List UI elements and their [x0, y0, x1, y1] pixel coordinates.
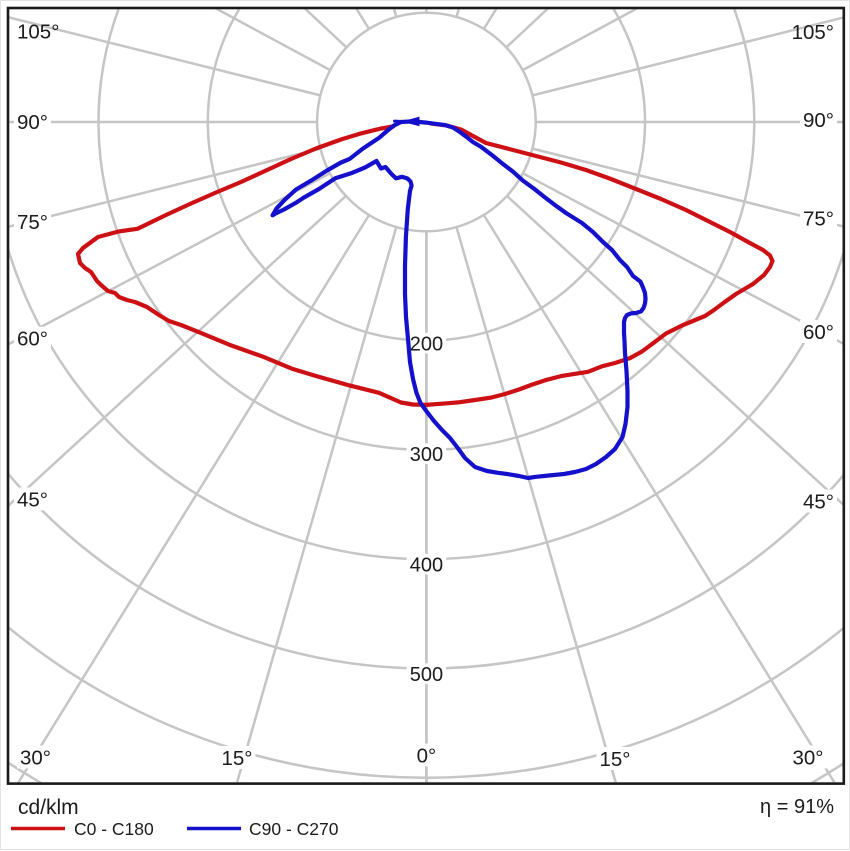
svg-text:200: 200	[410, 333, 443, 355]
svg-text:C90 - C270: C90 - C270	[249, 819, 339, 839]
svg-text:75°: 75°	[803, 208, 834, 231]
svg-text:15°: 15°	[599, 748, 630, 771]
svg-text:500: 500	[410, 664, 443, 686]
svg-text:105°: 105°	[792, 21, 834, 44]
svg-text:90°: 90°	[803, 109, 834, 132]
svg-text:C0 - C180: C0 - C180	[74, 819, 154, 839]
svg-text:75°: 75°	[17, 211, 48, 234]
svg-text:45°: 45°	[17, 489, 48, 512]
svg-text:90°: 90°	[17, 111, 48, 134]
svg-text:30°: 30°	[20, 747, 51, 770]
svg-text:η = 91%: η = 91%	[760, 796, 834, 818]
svg-text:300: 300	[410, 444, 443, 466]
svg-text:cd/klm: cd/klm	[18, 796, 79, 819]
svg-text:60°: 60°	[17, 328, 48, 351]
svg-text:400: 400	[410, 555, 443, 577]
svg-text:45°: 45°	[803, 491, 834, 514]
svg-text:30°: 30°	[792, 747, 823, 770]
svg-text:60°: 60°	[803, 321, 834, 344]
svg-text:0°: 0°	[417, 745, 437, 768]
svg-text:15°: 15°	[221, 747, 252, 770]
svg-text:105°: 105°	[17, 21, 59, 44]
